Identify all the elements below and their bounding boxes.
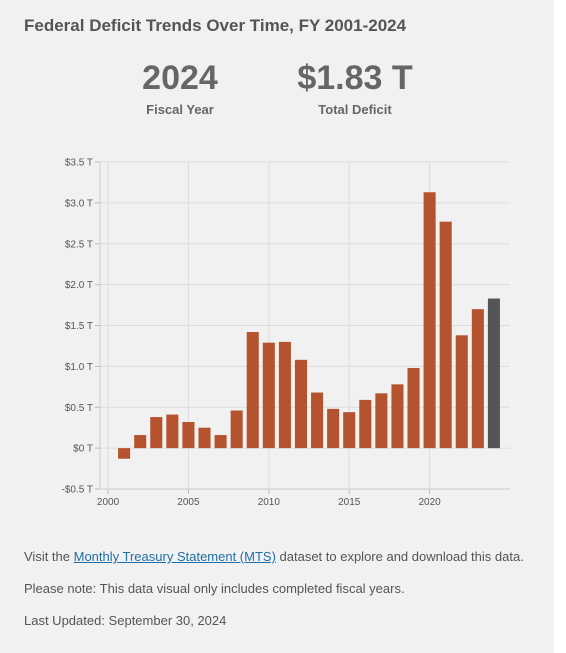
total-deficit-value: $1.83 T [297,59,413,97]
chart-title: Federal Deficit Trends Over Time, FY 200… [24,16,407,35]
footer-text-after: dataset to explore and download this dat… [275,549,524,564]
bar-2008 [230,410,243,449]
y-tick-label: $0 T [73,444,93,455]
tick-labels: -$0.5 T $0 T $0.5 T $1.0 T $1.5 T $2.0 T $2.5 … [62,158,442,509]
fiscal-year-stat: 2024 Fiscal Year [120,58,240,117]
bar-2019 [407,368,420,449]
bar-2003 [150,417,163,449]
bar-2022 [455,335,468,449]
fiscal-year-label: Fiscal Year [146,102,214,117]
total-deficit-label: Total Deficit [318,102,392,117]
bar-2024 [487,298,500,449]
y-tick-label: $1.0 T [65,362,93,373]
bar-2013 [311,392,324,449]
bar-2010 [262,342,275,449]
footer-last-updated: Last Updated: September 30, 2024 [24,613,227,628]
total-deficit-stat: $1.83 T Total Deficit [280,58,430,117]
x-tick-label: 2020 [418,497,441,508]
bar-2006 [198,427,211,449]
bar-2007 [214,435,227,449]
footer-fiscal-note: Please note: This data visual only inclu… [24,581,405,596]
bar-2017 [375,393,388,449]
y-tick-label: -$0.5 T [62,485,94,496]
mts-link[interactable]: Monthly Treasury Statement (MTS) [73,549,276,564]
x-tick-label: 2000 [97,497,120,508]
deficit-bar-chart: -$0.5 T $0 T $0.5 T $1.0 T $1.5 T $2.0 T $2.5 … [62,158,510,509]
chart-panel: Federal Deficit Trends Over Time, FY 200… [0,0,554,653]
bars [118,192,500,459]
y-tick-label: $1.5 T [65,321,93,332]
axes [99,162,510,490]
bar-2004 [166,414,179,449]
y-tick-label: $3.0 T [65,198,93,209]
bar-2020 [423,192,436,449]
bar-2014 [327,408,340,449]
bar-2023 [471,309,484,449]
footer-text-before: Visit the [24,549,74,564]
bar-2001 [118,448,131,459]
bar-2012 [294,359,308,449]
y-tick-label: $3.5 T [65,158,93,169]
bar-2009 [246,332,259,449]
y-tick-label: $2.0 T [65,280,93,291]
bar-2016 [359,399,372,449]
fiscal-year-value: 2024 [142,59,218,97]
x-tick-label: 2010 [258,497,281,508]
bar-2021 [439,221,452,449]
y-tick-label: $2.5 T [65,239,93,250]
bar-2011 [278,341,291,449]
bar-2002 [134,435,147,449]
x-tick-label: 2005 [177,497,200,508]
bar-2018 [391,384,404,449]
x-tick-label: 2015 [338,497,361,508]
y-tick-label: $0.5 T [65,403,93,414]
footer-mts-note: Visit the Monthly Treasury Statement (MT… [24,549,524,564]
bar-2015 [343,412,356,449]
bar-2005 [182,421,195,449]
